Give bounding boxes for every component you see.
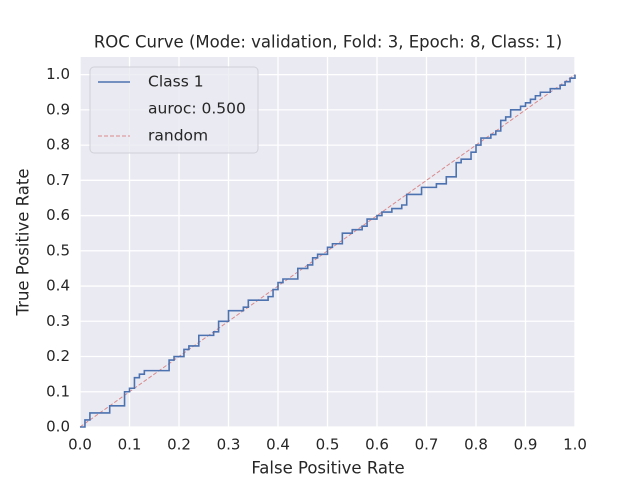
y-tick-label: 0.9 xyxy=(46,100,70,118)
legend-label: Class 1 xyxy=(148,73,204,91)
y-tick-label: 1.0 xyxy=(46,65,70,83)
legend-label: random xyxy=(148,127,208,145)
x-tick-label: 0.4 xyxy=(266,436,290,454)
x-tick-label: 0.9 xyxy=(514,436,538,454)
y-tick-label: 0.1 xyxy=(46,382,70,400)
x-tick-label: 0.8 xyxy=(464,436,488,454)
y-tick-label: 0.8 xyxy=(46,136,70,154)
y-tick-label: 0.4 xyxy=(46,277,70,295)
y-tick-label: 0.5 xyxy=(46,241,70,259)
y-axis-label: True Positive Rate xyxy=(14,169,33,317)
legend-note: auroc: 0.500 xyxy=(148,100,246,118)
x-tick-label: 0.7 xyxy=(415,436,439,454)
x-tick-label: 0.5 xyxy=(316,436,340,454)
x-tick-label: 0.3 xyxy=(217,436,241,454)
x-tick-label: 0.0 xyxy=(68,436,92,454)
chart-title: ROC Curve (Mode: validation, Fold: 3, Ep… xyxy=(94,33,562,52)
x-tick-label: 0.2 xyxy=(167,436,191,454)
x-tick-label: 0.1 xyxy=(118,436,142,454)
y-tick-label: 0.3 xyxy=(46,312,70,330)
x-axis-label: False Positive Rate xyxy=(251,459,404,478)
y-tick-label: 0.7 xyxy=(46,171,70,189)
legend-box xyxy=(89,66,259,154)
roc-line xyxy=(80,74,576,428)
x-tick-label: 1.0 xyxy=(563,436,587,454)
y-tick-label: 0.0 xyxy=(46,418,70,436)
y-tick-label: 0.2 xyxy=(46,347,70,365)
y-tick-label: 0.6 xyxy=(46,206,70,224)
x-tick-label: 0.6 xyxy=(365,436,389,454)
